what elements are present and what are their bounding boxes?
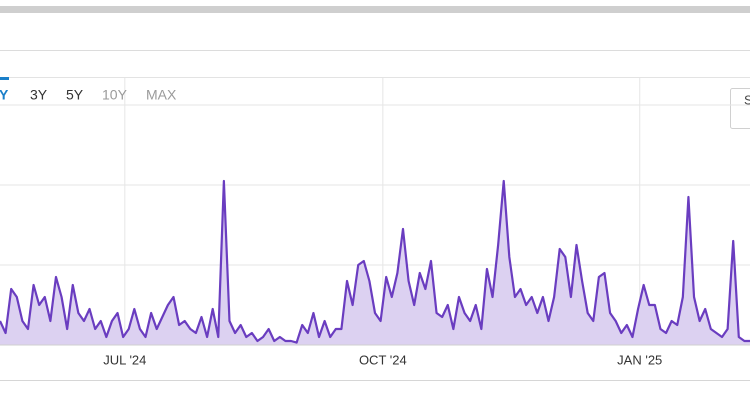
range-button[interactable]: MAX: [146, 87, 177, 103]
x-tick-label: JUL '24: [103, 352, 146, 367]
x-tick-label: JAN '25: [617, 352, 662, 367]
chart: JUL '24 OCT '24 JAN '25: [0, 78, 750, 367]
top-bar: [0, 6, 750, 13]
range-button[interactable]: Y: [0, 87, 9, 103]
line: [0, 179, 750, 344]
range-button[interactable]: 5Y: [66, 87, 84, 103]
x-tick-label: OCT '24: [359, 352, 407, 367]
range-buttons: Y 3Y 5Y 10Y MAX: [0, 87, 177, 103]
range-button[interactable]: 3Y: [30, 87, 48, 103]
active-indicator: [0, 77, 9, 80]
side-button-label[interactable]: S: [744, 92, 750, 107]
range-button[interactable]: 10Y: [102, 87, 128, 103]
side-button[interactable]: [730, 88, 750, 129]
area-fill: [0, 181, 750, 345]
